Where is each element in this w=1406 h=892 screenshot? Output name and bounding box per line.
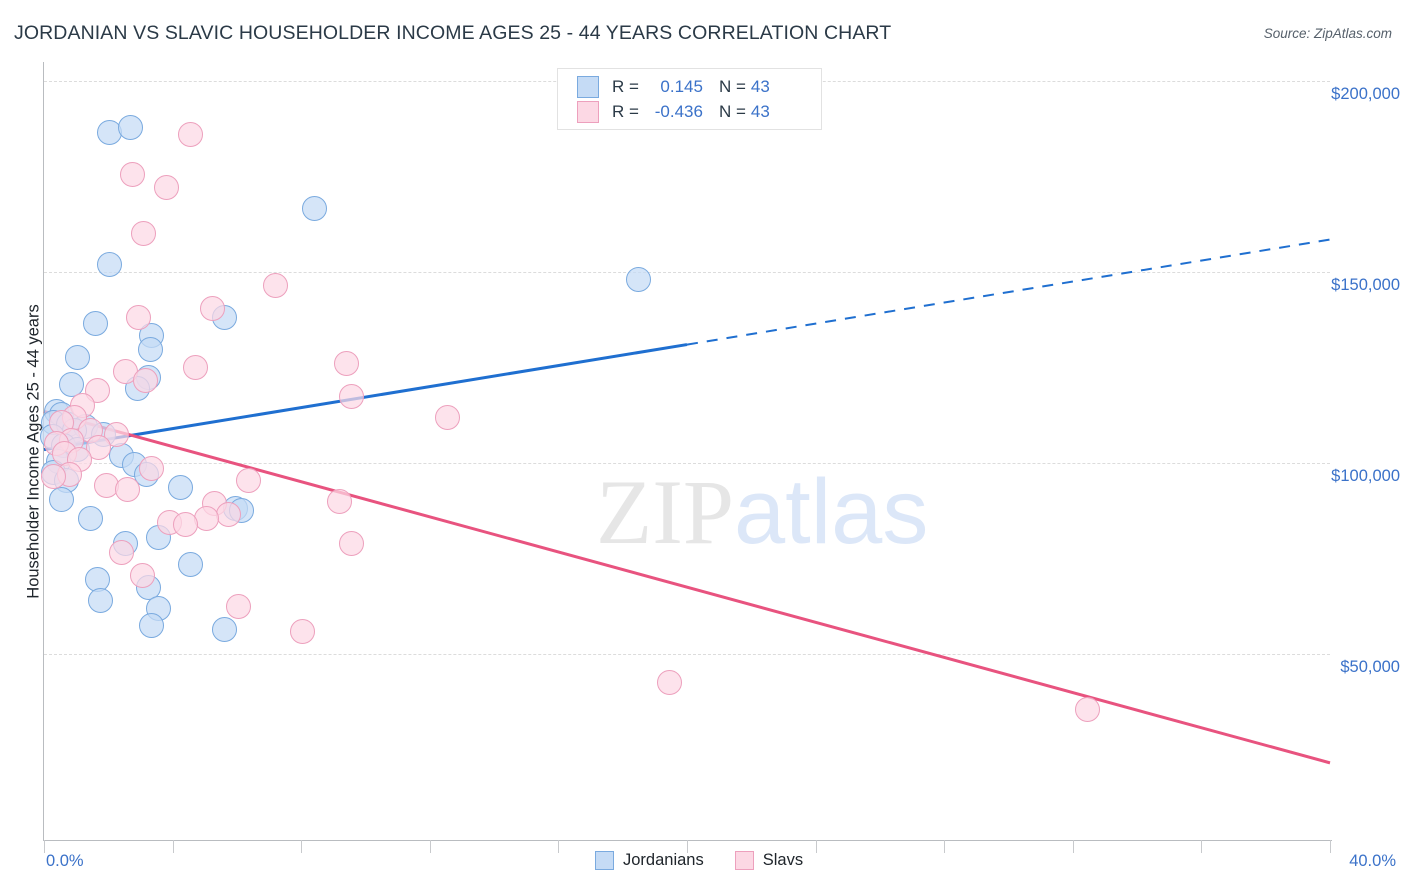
data-point-blue[interactable] [65,345,91,371]
data-point-blue[interactable] [301,196,327,222]
r-value-jordanians: 0.145 [660,77,703,96]
trend-line-jordanians-projected [686,238,1331,346]
n-label-slavs: N = [718,102,746,121]
data-point-pink[interactable] [86,435,112,461]
gridline [44,272,1330,273]
data-point-pink[interactable] [656,670,682,696]
data-point-pink[interactable] [333,351,359,377]
x-axis-tick [944,840,946,853]
x-axis-label-max: 40.0% [1349,852,1396,870]
data-point-pink[interactable] [119,162,145,188]
data-point-pink[interactable] [129,563,155,589]
data-point-blue[interactable] [211,616,237,642]
data-point-blue[interactable] [177,551,203,577]
data-point-pink[interactable] [200,295,226,321]
x-axis-tick [1072,840,1074,853]
data-point-blue[interactable] [97,120,123,146]
data-point-blue[interactable] [49,486,75,512]
r-label-slavs: R = [612,102,639,121]
data-point-pink[interactable] [1074,696,1100,722]
page-title: JORDANIAN VS SLAVIC HOUSEHOLDER INCOME A… [14,22,892,44]
data-point-blue[interactable] [137,336,163,362]
correlation-legend: R = 0.145 N = 43 R = -0.436 N = 43 [557,68,822,130]
data-point-pink[interactable] [338,530,364,556]
data-point-pink[interactable] [131,221,157,247]
gridline [44,654,1330,655]
series-legend-swatch-jordanians[interactable] [595,851,614,870]
data-point-blue[interactable] [82,311,108,337]
plot-area: ZIPatlas [39,62,1331,840]
legend-swatch-slavs [577,101,599,123]
data-point-pink[interactable] [177,121,203,147]
x-axis-label-min: 0.0% [46,852,84,870]
data-point-pink[interactable] [153,175,179,201]
x-axis-tick [1330,840,1331,853]
trend-line-jordanians [43,343,688,452]
correlation-legend-row-jordanians: R = 0.145 N = 43 [577,74,770,100]
gridline [44,463,1330,464]
y-axis-label: $200,000 [1331,85,1400,103]
x-axis-tick [558,840,560,853]
trend-lines [43,238,1331,765]
data-point-blue[interactable] [139,612,165,638]
data-point-pink[interactable] [290,618,316,644]
x-axis-tick [429,840,431,853]
data-point-pink[interactable] [41,463,67,489]
data-point-blue[interactable] [87,588,113,614]
data-point-pink[interactable] [193,505,219,531]
data-point-pink[interactable] [139,456,165,482]
data-point-blue[interactable] [626,267,652,293]
correlation-legend-row-slavs: R = -0.436 N = 43 [577,99,770,125]
series-legend: Jordanians Slavs [595,851,825,870]
data-point-pink[interactable] [132,368,158,394]
y-axis-title: Householder Income Ages 25 - 44 years [24,304,43,599]
data-point-blue[interactable] [168,475,194,501]
x-axis-tick [44,840,45,853]
x-axis-tick [687,840,688,853]
x-axis-tick [1201,840,1203,853]
n-value-slavs: 43 [750,102,770,121]
y-axis-label: $100,000 [1331,467,1400,485]
data-point-blue[interactable] [118,115,144,141]
data-point-pink[interactable] [226,593,251,619]
data-point-pink[interactable] [434,404,460,430]
data-point-pink[interactable] [115,477,141,503]
data-point-blue[interactable] [97,251,123,277]
series-legend-label-jordanians[interactable]: Jordanians [623,851,704,869]
x-axis-tick [815,840,817,853]
r-label-jordanians: R = [612,77,639,96]
legend-swatch-jordanians [577,76,599,98]
n-value-jordanians: 43 [750,77,770,96]
data-point-pink[interactable] [235,467,261,493]
x-axis-tick [301,840,303,853]
x-axis-line [44,840,1332,841]
data-point-blue[interactable] [58,372,84,398]
y-axis-label: $150,000 [1331,276,1400,294]
series-legend-swatch-slavs[interactable] [734,851,754,870]
data-point-pink[interactable] [182,355,208,380]
y-axis-line [43,62,44,841]
series-legend-label-slavs[interactable]: Slavs [762,851,804,869]
x-axis-tick [172,840,174,853]
data-point-pink[interactable] [327,488,353,514]
n-label-jordanians: N = [718,77,746,96]
data-point-pink[interactable] [172,511,198,537]
trend-line-slavs [43,409,1331,765]
data-point-pink[interactable] [262,272,288,298]
data-point-pink[interactable] [126,305,152,331]
data-point-pink[interactable] [338,383,364,409]
r-value-slavs: -0.436 [654,102,703,121]
source-note: Source: ZipAtlas.com [1263,26,1392,41]
y-axis-label: $50,000 [1340,658,1400,676]
data-point-blue[interactable] [78,505,104,531]
data-point-pink[interactable] [108,540,134,566]
